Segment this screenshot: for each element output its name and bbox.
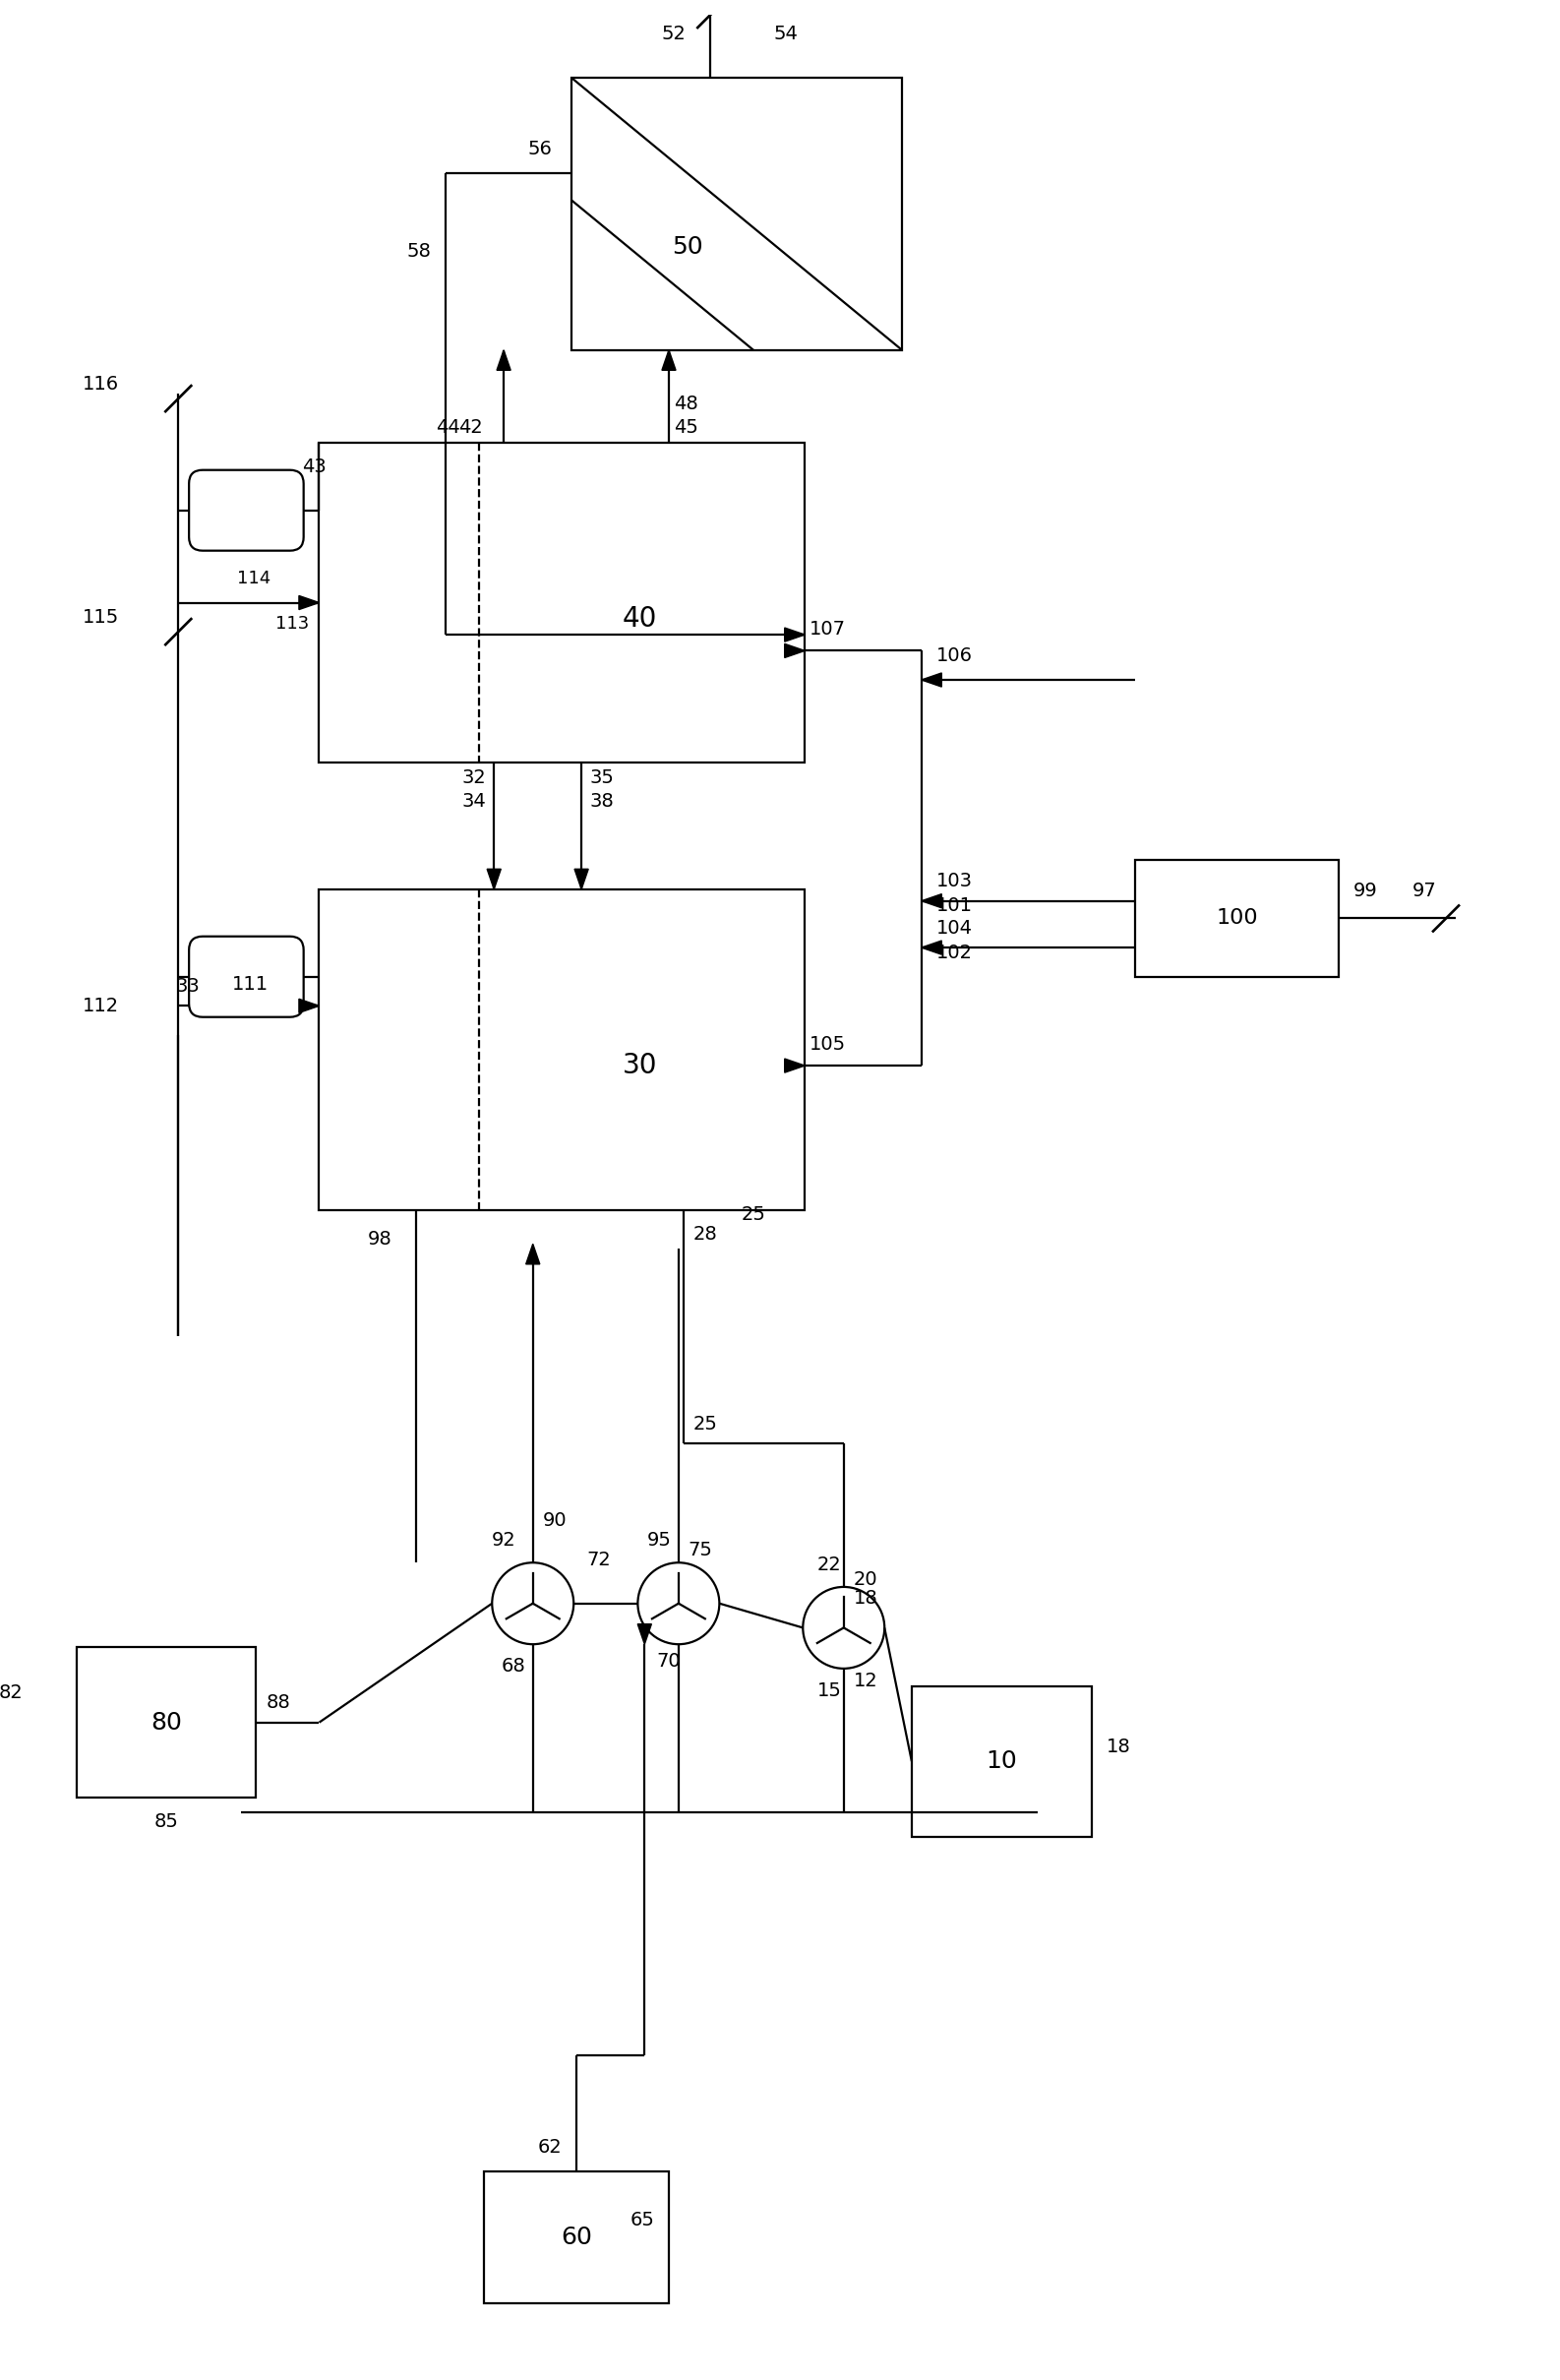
Text: 95: 95 [647, 1530, 671, 1549]
Text: 12: 12 [853, 1671, 878, 1690]
Polygon shape [922, 674, 942, 688]
Text: 98: 98 [368, 1230, 392, 1250]
Bar [484, 2173, 669, 2304]
Text: 33: 33 [176, 978, 200, 995]
Text: 30: 30 [622, 1052, 657, 1081]
Text: 100: 100 [1217, 909, 1257, 928]
Polygon shape [785, 643, 805, 657]
Text: 48: 48 [674, 395, 697, 412]
Text: 104: 104 [936, 919, 972, 938]
Polygon shape [300, 1000, 320, 1014]
Polygon shape [922, 895, 942, 907]
Bar [571, 79, 902, 350]
Text: 42: 42 [459, 419, 482, 438]
Text: 68: 68 [501, 1656, 526, 1676]
Text: 50: 50 [672, 236, 704, 259]
Text: 65: 65 [630, 2211, 655, 2230]
Text: 25: 25 [693, 1414, 718, 1433]
Polygon shape [526, 1245, 540, 1264]
Text: 22: 22 [817, 1554, 841, 1573]
Text: 72: 72 [587, 1549, 610, 1568]
Text: 38: 38 [590, 793, 613, 812]
Text: 82: 82 [0, 1683, 23, 1702]
Text: 115: 115 [83, 607, 119, 626]
Text: 58: 58 [407, 240, 431, 259]
Text: 80: 80 [150, 1711, 183, 1735]
Text: 111: 111 [232, 976, 268, 995]
Text: 103: 103 [936, 871, 972, 890]
FancyBboxPatch shape [189, 935, 304, 1016]
Polygon shape [922, 940, 942, 954]
Text: 70: 70 [657, 1652, 682, 1671]
Polygon shape [785, 1059, 805, 1073]
Text: 40: 40 [622, 605, 657, 633]
Text: 52: 52 [661, 24, 686, 43]
Text: 112: 112 [83, 997, 119, 1016]
Bar [320, 890, 805, 1209]
Text: 88: 88 [265, 1695, 290, 1711]
Text: 106: 106 [936, 647, 972, 664]
Text: 105: 105 [810, 1035, 846, 1054]
Text: 107: 107 [810, 621, 846, 638]
Bar [1136, 859, 1338, 976]
Text: 99: 99 [1354, 883, 1377, 900]
Polygon shape [300, 595, 320, 609]
Text: 20: 20 [853, 1571, 878, 1587]
Text: 114: 114 [237, 569, 270, 588]
Text: 45: 45 [674, 419, 699, 438]
Polygon shape [785, 628, 805, 643]
Text: 54: 54 [774, 24, 799, 43]
Text: 102: 102 [936, 942, 972, 962]
Text: 113: 113 [276, 614, 309, 633]
Text: 18: 18 [853, 1590, 878, 1609]
Polygon shape [574, 869, 588, 890]
Text: 60: 60 [562, 2225, 593, 2249]
Text: 116: 116 [83, 374, 119, 393]
Text: 75: 75 [688, 1540, 713, 1559]
Text: 18: 18 [1106, 1737, 1131, 1756]
Polygon shape [496, 350, 510, 371]
Bar [76, 1647, 256, 1797]
Text: 97: 97 [1412, 883, 1437, 900]
Text: 62: 62 [538, 2137, 562, 2156]
Bar [320, 443, 805, 764]
Text: 34: 34 [462, 793, 487, 812]
Text: 44: 44 [435, 419, 460, 438]
Polygon shape [487, 869, 501, 890]
Text: 15: 15 [817, 1683, 841, 1699]
Text: 92: 92 [491, 1530, 516, 1549]
Text: 10: 10 [986, 1749, 1017, 1773]
Polygon shape [661, 350, 675, 371]
Text: 25: 25 [741, 1204, 766, 1223]
Text: 43: 43 [303, 457, 326, 476]
Text: 85: 85 [154, 1814, 178, 1830]
Text: 56: 56 [527, 140, 552, 157]
Text: 35: 35 [590, 769, 613, 788]
Polygon shape [638, 1623, 652, 1645]
Text: 90: 90 [543, 1511, 566, 1530]
Text: 101: 101 [936, 897, 972, 916]
FancyBboxPatch shape [189, 469, 304, 550]
Text: 32: 32 [462, 769, 487, 788]
Bar [911, 1685, 1092, 1837]
Text: 28: 28 [693, 1226, 718, 1245]
